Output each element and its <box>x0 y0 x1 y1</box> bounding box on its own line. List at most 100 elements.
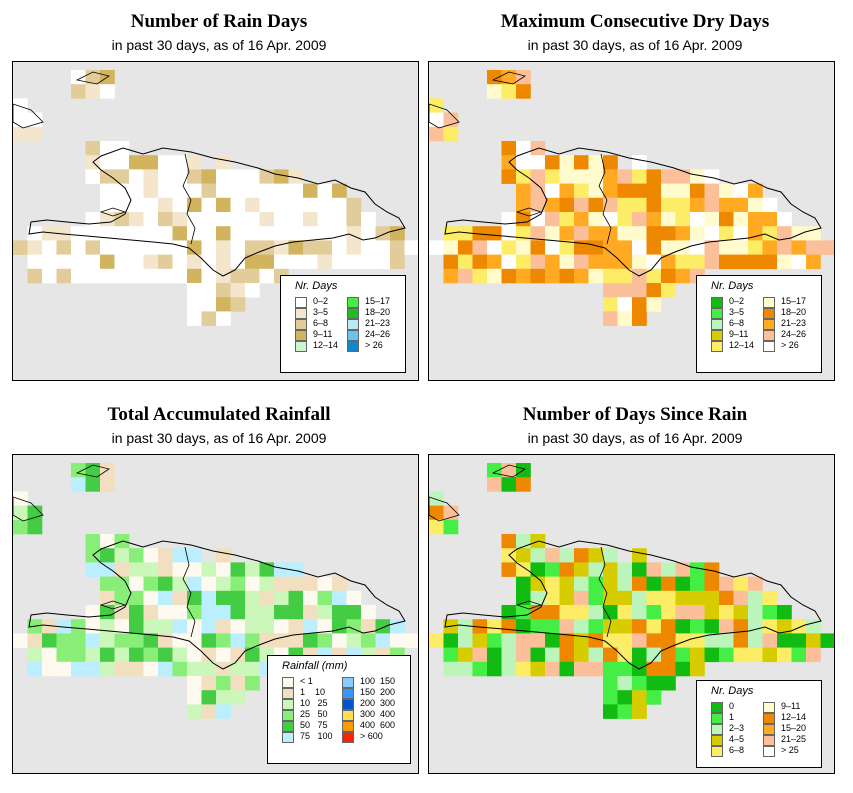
grid-cell <box>777 605 792 620</box>
grid-cell <box>516 647 531 663</box>
grid-cell <box>646 605 662 620</box>
grid-cell <box>56 633 72 648</box>
grid-cell <box>791 619 807 634</box>
grid-cell <box>114 212 130 227</box>
grid-cell <box>545 183 560 199</box>
grid-cell <box>646 226 662 241</box>
grid-cell <box>632 676 647 691</box>
grid-cell <box>820 240 834 255</box>
grid-cell <box>429 491 444 506</box>
grid-cell <box>632 197 647 213</box>
grid-cell <box>675 619 691 634</box>
grid-cell <box>458 254 473 270</box>
grid-cell <box>675 254 691 270</box>
grid-cell <box>13 98 28 113</box>
grid-cell <box>632 155 647 170</box>
grid-cell <box>516 155 531 170</box>
map-legend: Nr. Days 0 1 2–3 4–5 6–8 9–11 12–14 15–20 21–25 >… <box>696 680 822 768</box>
grid-cell <box>472 619 488 634</box>
grid-cell <box>317 183 333 199</box>
grid-cell <box>603 183 618 199</box>
grid-cell <box>42 647 57 663</box>
grid-cell <box>777 647 792 663</box>
legend-label: 12–14 <box>313 340 339 350</box>
grid-cell <box>617 297 633 312</box>
grid-cell <box>274 590 289 606</box>
grid-cell <box>187 297 202 312</box>
grid-cell <box>42 226 57 241</box>
grid-cell <box>588 268 604 284</box>
grid-cell <box>230 212 246 227</box>
island-outline <box>75 71 110 85</box>
grid-cell <box>13 491 28 506</box>
grid-cell <box>187 661 202 677</box>
grid-cell <box>559 548 575 563</box>
legend-label: 1 <box>729 712 735 722</box>
grid-cell <box>733 240 749 255</box>
grid-cell <box>361 212 376 227</box>
grid-cell <box>574 155 589 170</box>
grid-cell <box>274 240 289 255</box>
legend-label: 75 100 <box>300 731 333 741</box>
grid-cell <box>443 112 459 128</box>
grid-cell <box>588 633 604 648</box>
grid-cell <box>259 562 275 577</box>
grid-cell <box>346 254 362 270</box>
grid-cell <box>216 183 231 199</box>
grid-cell <box>143 226 159 241</box>
grid-cell <box>429 126 444 142</box>
grid-cell <box>704 633 720 648</box>
grid-cell <box>216 226 231 241</box>
grid-cell <box>632 226 647 241</box>
grid-cell <box>762 647 778 663</box>
grid-cell <box>317 240 333 255</box>
grid-cell <box>588 647 604 663</box>
grid-cell <box>762 590 778 606</box>
grid-cell <box>704 605 720 620</box>
grid-cell <box>516 661 531 677</box>
grid-cell <box>617 633 633 648</box>
grid-cell <box>429 98 444 113</box>
grid-cell <box>791 240 807 255</box>
grid-cell <box>675 169 691 184</box>
panel-subtitle: in past 30 days, as of 16 Apr. 2009 <box>527 430 743 446</box>
legend-swatch <box>282 688 294 699</box>
grid-cell <box>588 254 604 270</box>
grid-cell <box>259 605 275 620</box>
grid-cell <box>85 647 101 663</box>
legend-swatch <box>342 710 354 721</box>
country-border <box>598 546 612 638</box>
grid-cell <box>530 605 546 620</box>
legend-swatch <box>295 319 307 330</box>
grid-cell <box>675 605 691 620</box>
grid-cell <box>704 647 720 663</box>
grid-cell <box>85 619 101 634</box>
grid-cell <box>516 268 531 284</box>
grid-cell <box>71 619 86 634</box>
grid-cell <box>487 268 502 284</box>
grid-cell <box>530 647 546 663</box>
grid-cell <box>719 240 734 255</box>
grid-cell <box>458 661 473 677</box>
grid-cell <box>346 605 362 620</box>
legend-label: 0–2 <box>729 296 745 306</box>
grid-cell <box>574 212 589 227</box>
grid-cell <box>100 240 115 255</box>
grid-cell <box>216 254 231 270</box>
grid-cell <box>172 254 188 270</box>
grid-cell <box>332 183 347 199</box>
island-outline <box>491 464 526 478</box>
legend-swatch <box>347 319 359 330</box>
grid-cell <box>646 633 662 648</box>
grid-cell <box>187 311 202 326</box>
grid-cell <box>632 576 647 592</box>
grid-cell <box>603 704 618 719</box>
grid-cell <box>748 212 763 227</box>
grid-cell <box>100 254 115 270</box>
grid-cell <box>317 576 333 592</box>
grid-cell <box>617 661 633 677</box>
grid-cell <box>472 647 488 663</box>
grid-cell <box>129 647 144 663</box>
grid-cell <box>690 619 705 634</box>
grid-cell <box>114 647 130 663</box>
